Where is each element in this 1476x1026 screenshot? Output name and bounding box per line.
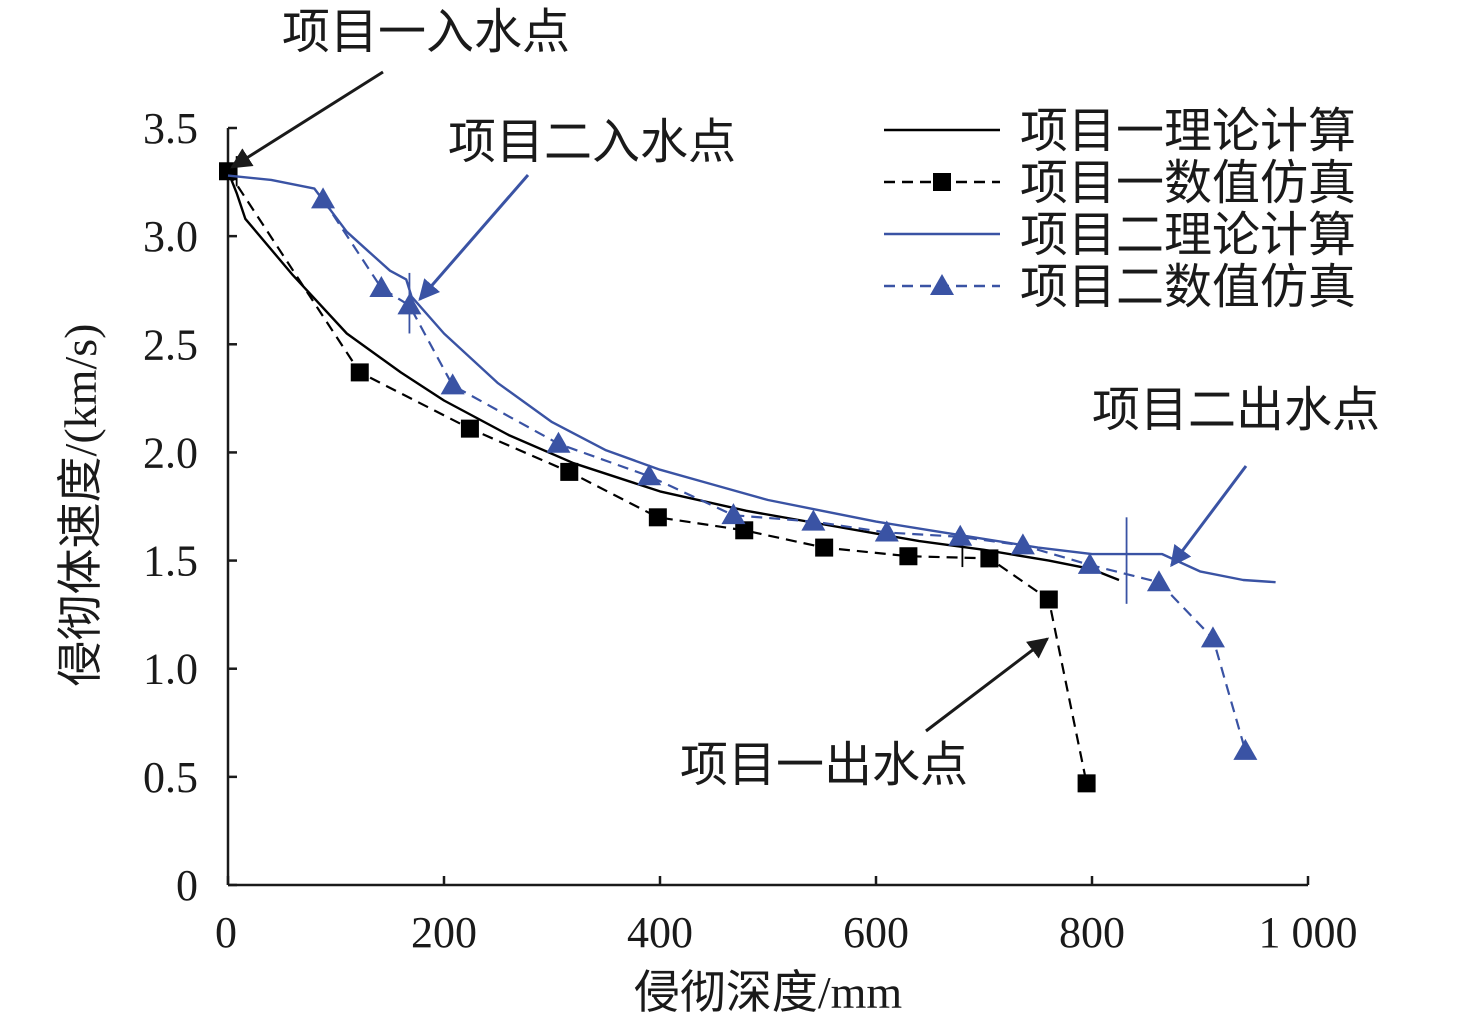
y-tick-label: 1.0	[143, 645, 198, 694]
triangle-marker	[1146, 570, 1171, 592]
x-tick-label: 200	[411, 908, 477, 957]
triangle-marker	[948, 524, 973, 546]
x-tick-label: 600	[843, 908, 909, 957]
chart-ticks: 0 0.5 1.0 1.5 2.0 2.5 3.0 3.5 0 200 400 600 800 1 000	[143, 104, 1358, 957]
annotation-arrow	[418, 174, 530, 301]
square-marker	[980, 549, 999, 568]
triangle-marker	[369, 276, 394, 298]
triangle-marker	[311, 187, 336, 209]
x-tick-label: 400	[627, 908, 693, 957]
y-tick-label: 3.5	[143, 104, 198, 153]
square-marker	[560, 462, 579, 481]
y-tick-label: 0.5	[143, 753, 198, 802]
triangle-marker	[1010, 533, 1035, 555]
square-marker	[350, 363, 369, 382]
annotation-label: 项目二入水点	[448, 116, 736, 169]
triangle-marker	[440, 373, 465, 395]
chart-reference-lines	[235, 156, 1128, 604]
square-marker	[460, 419, 479, 438]
series-line	[226, 170, 1120, 582]
y-tick-label: 2.5	[143, 320, 198, 369]
square-marker	[899, 547, 918, 566]
series-group	[219, 162, 1096, 793]
square-marker	[815, 538, 834, 557]
chart-series	[219, 162, 1276, 793]
triangle-marker	[397, 293, 422, 315]
y-tick-label: 1.5	[143, 537, 198, 586]
y-tick-label: 0	[176, 861, 198, 910]
triangle-marker	[1077, 552, 1102, 574]
annotation-label: 项目一出水点	[680, 739, 968, 792]
chart-axes	[226, 128, 1308, 887]
annotation-label: 项目二出水点	[1092, 384, 1380, 437]
legend-label: 项目一数值仿真	[1020, 157, 1356, 210]
series-group	[226, 170, 1120, 582]
series-line	[227, 174, 1276, 584]
square-marker	[648, 508, 667, 527]
triangle-marker	[721, 503, 746, 525]
series-group	[227, 174, 1276, 584]
y-tick-label: 2.0	[143, 428, 198, 477]
series-group	[311, 187, 1258, 760]
x-axis-title: 侵彻深度/mm	[634, 967, 903, 1018]
triangle-marker	[637, 464, 662, 486]
triangle-marker	[546, 431, 571, 453]
triangle-marker	[801, 509, 826, 531]
legend-label: 项目一理论计算	[1020, 105, 1356, 158]
annotation-arrow	[1170, 465, 1248, 568]
square-marker	[1039, 590, 1058, 609]
legend-label: 项目二理论计算	[1020, 209, 1356, 262]
triangle-marker	[930, 274, 954, 295]
triangle-marker	[1200, 626, 1225, 648]
square-marker	[735, 521, 754, 540]
y-axis-title: 侵彻体速度/(km/s)	[55, 324, 106, 687]
square-marker	[1077, 774, 1096, 793]
x-tick-label: 0	[215, 908, 237, 957]
x-tick-label: 1 000	[1259, 908, 1358, 957]
legend-label: 项目二数值仿真	[1020, 261, 1356, 314]
y-tick-label: 3.0	[143, 212, 198, 261]
annotation-label: 项目一入水点	[282, 6, 570, 59]
x-tick-label: 800	[1059, 908, 1125, 957]
square-marker	[933, 173, 951, 191]
annotation-arrow	[925, 637, 1050, 733]
series-line	[227, 170, 1088, 784]
triangle-marker	[874, 520, 899, 542]
triangle-marker	[1233, 738, 1258, 760]
annotation-arrow	[230, 70, 384, 169]
